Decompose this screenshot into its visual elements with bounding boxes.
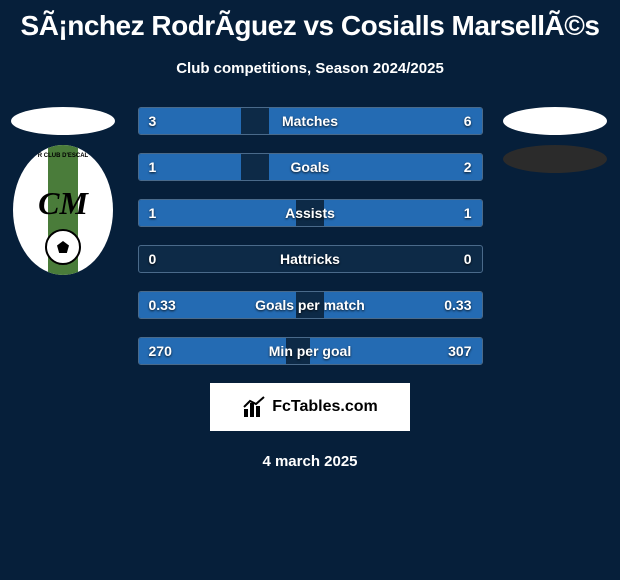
stat-row: 270307Min per goal: [138, 337, 483, 365]
stat-row: 0.330.33Goals per match: [138, 291, 483, 319]
stat-row: 00Hattricks: [138, 245, 483, 273]
stat-row: 36Matches: [138, 107, 483, 135]
stats-bars: 36Matches 12Goals 11Assists 00Hattricks 0.33…: [138, 107, 483, 365]
chart-icon: [242, 395, 266, 419]
source-label: FcTables.com: [272, 398, 378, 416]
player-avatar-left: [11, 107, 115, 135]
source-badge: FcTables.com: [210, 383, 410, 431]
stat-row: 12Goals: [138, 153, 483, 181]
stat-label: Goals per match: [139, 292, 482, 318]
stat-label: Hattricks: [139, 246, 482, 272]
date-label: 4 march 2025: [0, 453, 620, 470]
right-player-column: [500, 107, 610, 183]
stat-row: 11Assists: [138, 199, 483, 227]
player-avatar-right: [503, 107, 607, 135]
badge-top-text: R CLUB D'ESCAL: [13, 153, 113, 159]
badge-initials: CM: [13, 185, 113, 222]
stat-label: Goals: [139, 154, 482, 180]
subtitle: Club competitions, Season 2024/2025: [0, 60, 620, 77]
page-title: SÃ¡nchez RodrÃ­guez vs Cosialls MarsellÃ…: [0, 0, 620, 42]
stat-label: Assists: [139, 200, 482, 226]
soccer-ball-icon: [45, 229, 81, 265]
stat-label: Matches: [139, 108, 482, 134]
club-badge-right: [503, 145, 607, 173]
club-badge-left: R CLUB D'ESCAL CM: [13, 145, 113, 275]
comparison-panel: R CLUB D'ESCAL CM 36Matches 12Goals 11Assi…: [0, 107, 620, 365]
stat-label: Min per goal: [139, 338, 482, 364]
left-player-column: R CLUB D'ESCAL CM: [8, 107, 118, 275]
